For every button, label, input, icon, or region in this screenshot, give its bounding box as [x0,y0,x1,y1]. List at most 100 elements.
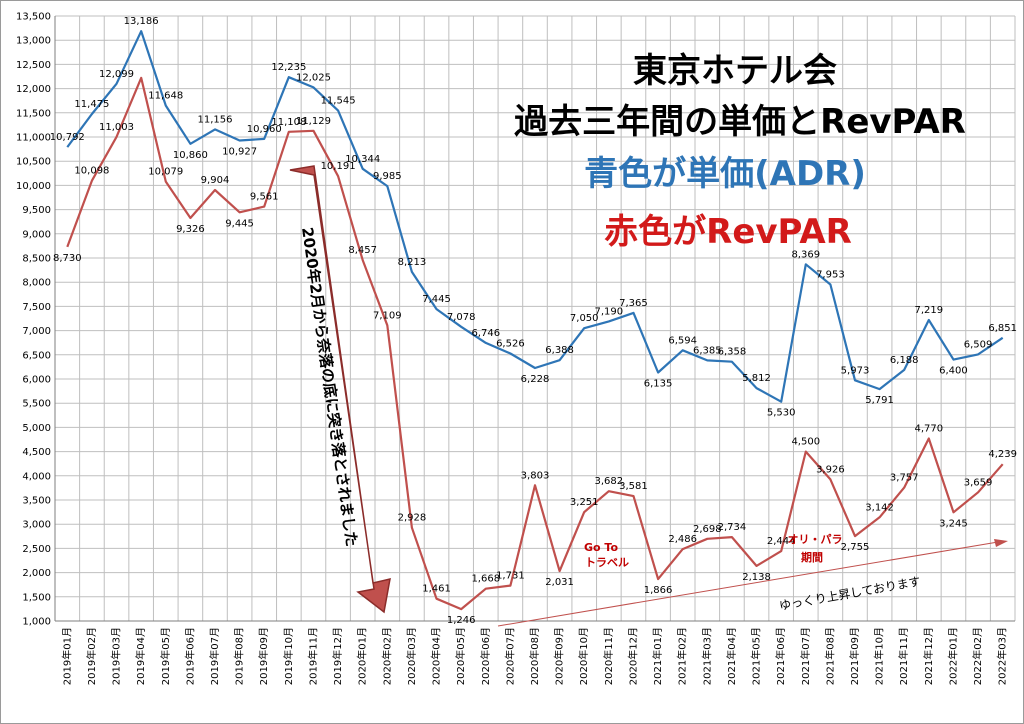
rising-arrow-line [497,540,1005,627]
revpar-data-label: 11,129 [296,116,331,127]
x-tick-label: 2019年12月 [331,627,344,685]
adr-data-label: 6,388 [545,345,574,356]
series-layer [66,30,1004,611]
adr-data-label: 6,188 [890,355,919,366]
y-tick-label: 4,500 [22,447,51,458]
adr-data-label: 8,213 [398,257,427,268]
x-tick-label: 2021年11月 [897,627,910,685]
data-labels: 10,792 11,475 12,099 13,186 11,648 10,860 11,1… [50,16,1017,626]
x-tick-label: 2021年12月 [922,627,935,685]
adr-data-label: 12,099 [99,69,134,80]
revpar-data-label: 3,251 [570,497,599,508]
revpar-data-label: 8,457 [348,245,377,256]
x-tick-label: 2019年01月 [60,627,73,685]
y-tick-label: 8,500 [22,254,51,265]
adr-data-label: 10,860 [173,150,208,161]
y-tick-label: 10,000 [16,181,51,192]
drop-arrow [289,165,391,614]
adr-data-label: 11,475 [74,99,109,110]
title-line-4: 赤色がRevPAR [604,212,852,252]
grid [54,15,1016,622]
y-tick-label: 11,000 [16,133,51,144]
revpar-data-label: 2,486 [668,534,697,545]
revpar-data-label: 9,445 [225,218,254,229]
revpar-data-label: 3,581 [619,481,648,492]
goto-label-2: トラベル [585,556,629,569]
title-line-3: 青色が単価(ADR) [584,154,866,194]
x-tick-label: 2019年08月 [233,627,246,685]
x-tick-label: 2021年09月 [848,627,861,685]
y-tick-label: 4,000 [22,471,51,482]
adr-data-label: 7,190 [595,306,624,317]
y-tick-label: 12,000 [16,84,51,95]
x-tick-label: 2021年07月 [799,627,812,685]
revpar-data-label: 2,444 [767,536,796,547]
adr-data-label: 6,228 [521,374,550,385]
revpar-data-label: 2,734 [718,522,747,533]
revpar-data-label: 10,079 [148,167,183,178]
adr-data-label: 10,960 [247,124,282,135]
revpar-data-label: 10,098 [74,166,109,177]
x-tick-label: 2019年06月 [183,627,196,685]
adr-data-label: 6,509 [964,339,993,350]
y-tick-label: 6,000 [22,375,51,386]
y-tick-label: 2,000 [22,568,51,579]
x-tick-label: 2020年02月 [380,627,393,685]
revpar-data-label: 9,904 [201,175,230,186]
x-tick-label: 2020年12月 [626,627,639,685]
olympics-label-1: オリ・パラ [788,533,843,546]
x-tick-label: 2021年10月 [873,627,886,685]
revpar-data-label: 11,108 [271,117,306,128]
x-tick-label: 2020年05月 [454,627,467,685]
adr-data-label: 5,812 [742,373,771,384]
y-tick-label: 11,500 [16,108,51,119]
adr-data-label: 5,973 [841,365,870,376]
x-tick-label: 2020年01月 [356,627,369,685]
x-tick-label: 2022年01月 [946,627,959,685]
x-tick-label: 2021年06月 [774,627,787,685]
revpar-data-label: 2,138 [742,572,771,583]
rising-arrow-head [994,539,1008,547]
x-tick-label: 2020年06月 [479,627,492,685]
adr-data-label: 5,791 [865,395,894,406]
y-tick-label: 12,500 [16,60,51,71]
revpar-data-label: 9,561 [250,192,279,203]
adr-data-label: 13,186 [124,16,159,27]
revpar-data-label: 1,731 [496,571,525,582]
adr-data-label: 8,369 [791,249,820,260]
revpar-data-label: 3,245 [939,518,968,529]
y-tick-label: 7,000 [22,326,51,337]
revpar-data-label: 2,755 [841,542,870,553]
y-tick-label: 3,000 [22,520,51,531]
y-tick-label: 7,500 [22,302,51,313]
adr-data-label: 7,445 [422,294,451,305]
revpar-data-label: 1,866 [644,585,673,596]
revpar-data-label: 3,659 [964,477,993,488]
adr-data-label: 7,365 [619,298,648,309]
x-tick-label: 2019年09月 [257,627,270,685]
revpar-data-label: 3,682 [595,476,624,487]
y-tick-label: 13,500 [16,12,51,23]
y-tick-label: 10,500 [16,157,51,168]
adr-data-label: 11,648 [148,91,183,102]
x-tick-label: 2019年04月 [134,627,147,685]
revpar-data-label: 4,500 [791,437,820,448]
revpar-data-label: 3,803 [521,470,550,481]
x-tick-label: 2020年10月 [577,627,590,685]
revpar-data-label: 7,109 [373,310,402,321]
adr-data-label: 10,344 [345,154,380,165]
adr-data-label: 6,400 [939,366,968,377]
y-tick-label: 5,000 [22,423,51,434]
x-tick-label: 2021年03月 [700,627,713,685]
y-tick-label: 2,500 [22,544,51,555]
x-tick-label: 2020年07月 [503,627,516,685]
goto-label-1: Go To [584,541,618,554]
adr-data-label: 6,135 [644,378,673,389]
adr-data-label: 6,594 [668,335,697,346]
adr-data-label: 7,050 [570,313,599,324]
x-tick-label: 2019年07月 [208,627,221,685]
x-tick-label: 2020年03月 [405,627,418,685]
revpar-data-label: 9,326 [176,224,205,235]
